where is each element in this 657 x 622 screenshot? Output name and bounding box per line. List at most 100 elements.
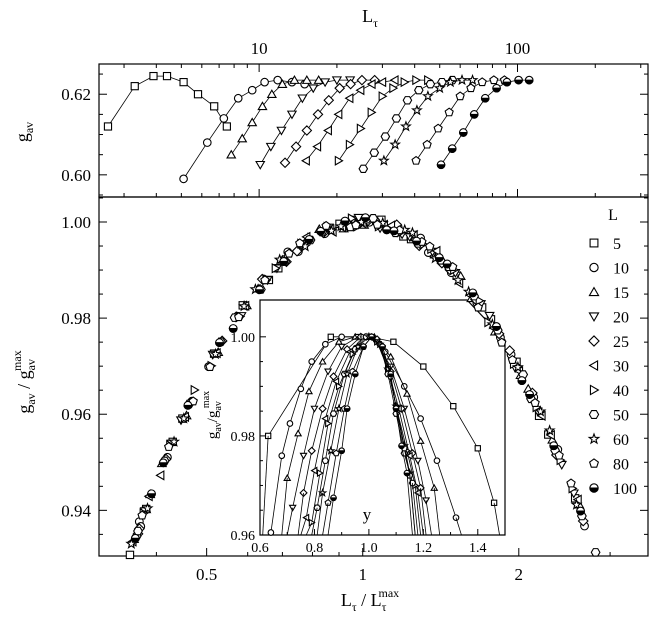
- top-point-100: [469, 110, 479, 119]
- inset-point-50: [313, 504, 321, 511]
- top-point-50: [380, 132, 391, 141]
- legend-marker-80: [588, 458, 600, 468]
- inset-point-100: [338, 447, 346, 455]
- main-point-100: [442, 259, 452, 269]
- main-point-100-fill: [468, 292, 478, 298]
- top-point-40: [345, 139, 355, 150]
- top-point-25: [356, 74, 368, 86]
- top-point-100-fill: [514, 79, 523, 85]
- inset-series-tail: [286, 507, 294, 536]
- main-point-30: [431, 245, 441, 257]
- top-point-25: [345, 78, 357, 90]
- top-point-20: [265, 142, 276, 152]
- top-point-15: [313, 75, 324, 84]
- inset-point-10: [297, 385, 305, 393]
- main-point-100: [255, 285, 264, 295]
- inset-point-40: [335, 382, 343, 391]
- main-xlabel: Lτ / Lτmax: [341, 586, 399, 614]
- main-point-60: [141, 502, 154, 514]
- legend-marker-5: [589, 238, 599, 248]
- inset-y-tick-label: 0.98: [231, 430, 256, 445]
- top-point-40: [412, 74, 422, 86]
- inset-series-tail: [316, 492, 324, 536]
- main-point-100-fill: [576, 510, 585, 516]
- main-point-100: [389, 226, 399, 236]
- inset-point-15: [402, 389, 412, 397]
- inset-point-25: [329, 372, 338, 381]
- top-point-80: [444, 107, 454, 117]
- main-point-80: [372, 219, 383, 229]
- main-point-100-fill: [492, 326, 501, 331]
- main-point-100-fill: [382, 229, 392, 235]
- top-point-40: [356, 123, 366, 134]
- main-point-100-fill: [304, 238, 314, 244]
- top-point-20: [286, 110, 298, 120]
- main-point-60: [238, 299, 251, 312]
- top-point-5: [193, 90, 203, 99]
- main-point-100-fill: [316, 230, 326, 236]
- main-ylabel: gav / gavmax: [10, 350, 38, 413]
- main-point-60: [451, 273, 465, 286]
- top-point-40: [389, 83, 399, 94]
- main-point-80: [496, 337, 507, 347]
- inset-point-10: [338, 333, 346, 341]
- main-point-100: [279, 256, 289, 266]
- main-point-100-fill: [279, 260, 289, 266]
- main-point-100-fill: [183, 404, 193, 410]
- inset-series-tail: [409, 475, 416, 536]
- main-point-100-fill: [412, 240, 421, 246]
- top-point-100-fill: [447, 148, 457, 153]
- inset-point-40: [316, 469, 324, 478]
- top-point-30: [323, 125, 332, 136]
- main-point-60: [570, 498, 583, 510]
- main-x-tick-label: 0.5: [196, 565, 217, 584]
- inset-point-100: [351, 370, 359, 378]
- top-point-30: [377, 77, 387, 88]
- inset-point-30: [413, 488, 421, 497]
- top-point-60: [410, 104, 423, 116]
- inset-series-tail: [420, 487, 427, 536]
- inset-point-25: [318, 404, 327, 413]
- legend-marker-25: [588, 335, 600, 347]
- inset-point-100-fill: [387, 373, 394, 378]
- top-x-tick-label: 100: [505, 39, 531, 58]
- legend-label-40: 40: [613, 383, 629, 400]
- top-point-100: [436, 160, 446, 170]
- top-point-15: [289, 75, 300, 84]
- legend-label-60: 60: [613, 432, 629, 449]
- main-point-60: [534, 405, 547, 417]
- inset-point-15: [294, 429, 303, 437]
- top-point-20: [319, 78, 331, 88]
- top-point-15: [237, 133, 248, 143]
- inset-point-100-fill: [338, 450, 345, 454]
- top-point-15: [226, 149, 237, 159]
- inset-ylabel: gav/gavmax: [201, 391, 224, 439]
- top-point-20: [276, 126, 287, 136]
- inset-point-100: [343, 405, 351, 412]
- top-point-10: [247, 85, 257, 95]
- main-point-100-fill: [525, 394, 534, 399]
- inset-point-100-fill: [343, 408, 351, 412]
- legend-marker-40: [589, 384, 600, 396]
- top-point-15: [277, 79, 288, 88]
- main-point-80: [554, 450, 564, 460]
- inset-point-15: [318, 357, 327, 365]
- top-point-5: [162, 71, 172, 81]
- main-point-100: [304, 235, 314, 244]
- top-point-20: [297, 94, 308, 104]
- top-point-10: [179, 174, 188, 184]
- top-point-80: [411, 155, 421, 165]
- main-y-tick-label: 0.96: [61, 405, 91, 424]
- inset-point-10: [433, 457, 441, 465]
- inset-point-5: [474, 445, 481, 452]
- top-point-10: [260, 77, 269, 87]
- top-point-15: [257, 101, 268, 111]
- top-point-25: [301, 125, 313, 136]
- inset-point-15: [304, 387, 314, 395]
- main-point-80: [530, 397, 540, 407]
- top-point-5: [130, 82, 139, 91]
- top-point-40: [400, 77, 410, 88]
- main-point-40: [190, 384, 200, 396]
- main-point-100-fill: [389, 230, 399, 236]
